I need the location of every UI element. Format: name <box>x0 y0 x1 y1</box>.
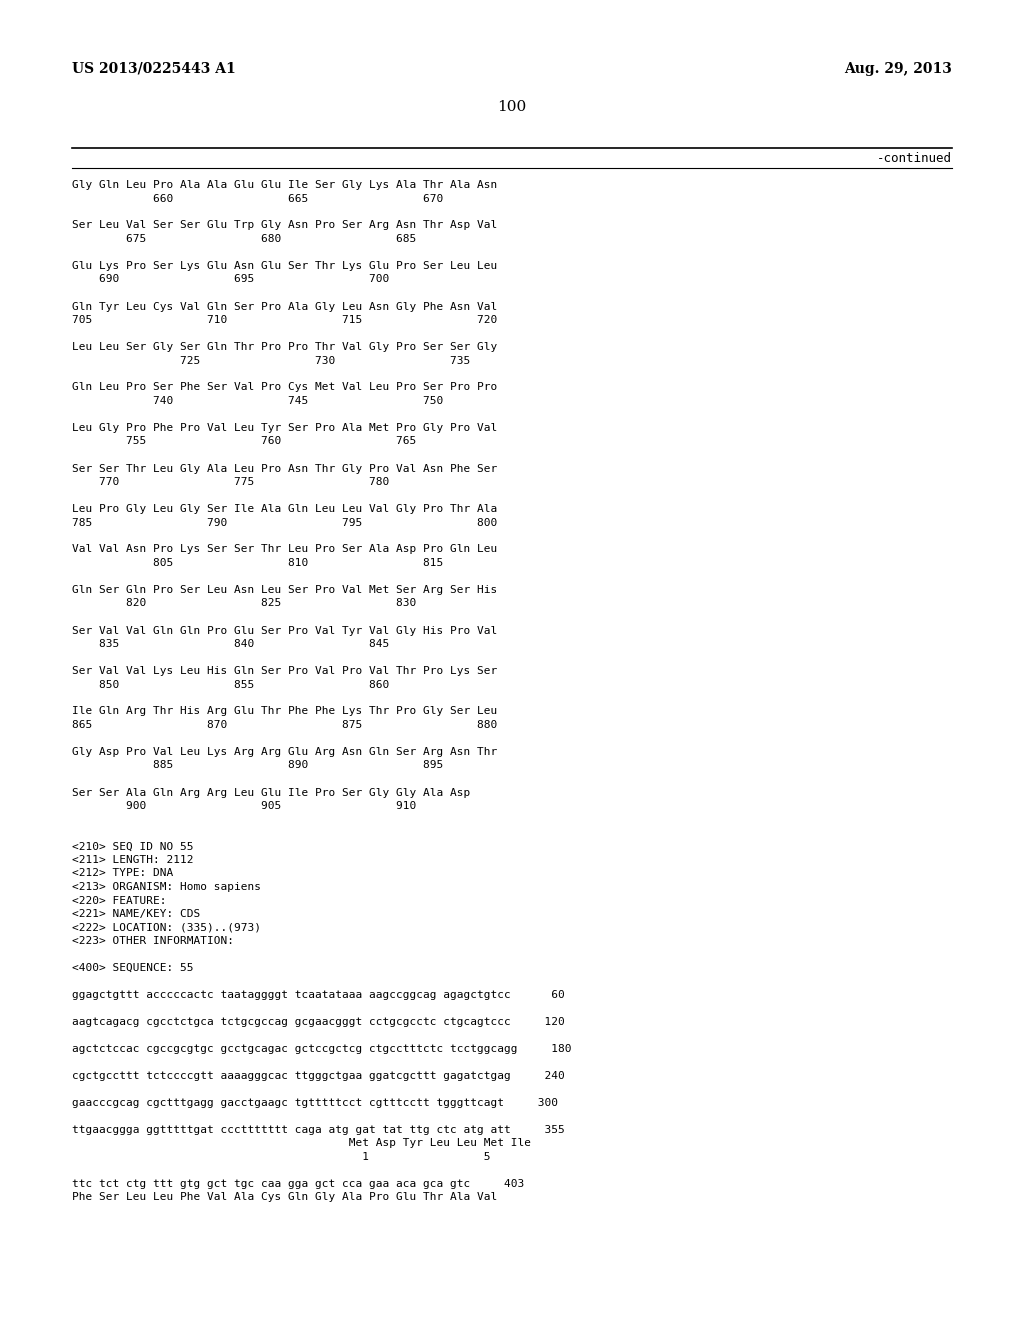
Text: 805                 810                 815: 805 810 815 <box>72 558 443 568</box>
Text: 785                 790                 795                 800: 785 790 795 800 <box>72 517 498 528</box>
Text: aagtcagacg cgcctctgca tctgcgccag gcgaacgggt cctgcgcctc ctgcagtccc     120: aagtcagacg cgcctctgca tctgcgccag gcgaacg… <box>72 1016 565 1027</box>
Text: Leu Leu Ser Gly Ser Gln Thr Pro Pro Thr Val Gly Pro Ser Ser Gly: Leu Leu Ser Gly Ser Gln Thr Pro Pro Thr … <box>72 342 498 352</box>
Text: Leu Pro Gly Leu Gly Ser Ile Ala Gln Leu Leu Val Gly Pro Thr Ala: Leu Pro Gly Leu Gly Ser Ile Ala Gln Leu … <box>72 504 498 513</box>
Text: Val Val Asn Pro Lys Ser Ser Thr Leu Pro Ser Ala Asp Pro Gln Leu: Val Val Asn Pro Lys Ser Ser Thr Leu Pro … <box>72 544 498 554</box>
Text: <213> ORGANISM: Homo sapiens: <213> ORGANISM: Homo sapiens <box>72 882 261 892</box>
Text: Gln Tyr Leu Cys Val Gln Ser Pro Ala Gly Leu Asn Gly Phe Asn Val: Gln Tyr Leu Cys Val Gln Ser Pro Ala Gly … <box>72 301 498 312</box>
Text: <222> LOCATION: (335)..(973): <222> LOCATION: (335)..(973) <box>72 923 261 932</box>
Text: ttc tct ctg ttt gtg gct tgc caa gga gct cca gaa aca gca gtc     403: ttc tct ctg ttt gtg gct tgc caa gga gct … <box>72 1179 524 1189</box>
Text: US 2013/0225443 A1: US 2013/0225443 A1 <box>72 62 236 77</box>
Text: Ser Val Val Lys Leu His Gln Ser Pro Val Pro Val Thr Pro Lys Ser: Ser Val Val Lys Leu His Gln Ser Pro Val … <box>72 667 498 676</box>
Text: <210> SEQ ID NO 55: <210> SEQ ID NO 55 <box>72 842 194 851</box>
Text: 770                 775                 780: 770 775 780 <box>72 477 389 487</box>
Text: Ser Ser Ala Gln Arg Arg Leu Glu Ile Pro Ser Gly Gly Ala Asp: Ser Ser Ala Gln Arg Arg Leu Glu Ile Pro … <box>72 788 470 797</box>
Text: gaacccgcag cgctttgagg gacctgaagc tgtttttcct cgtttcctt tgggttcagt     300: gaacccgcag cgctttgagg gacctgaagc tgttttt… <box>72 1098 558 1107</box>
Text: Met Asp Tyr Leu Leu Met Ile: Met Asp Tyr Leu Leu Met Ile <box>72 1138 531 1148</box>
Text: Ser Leu Val Ser Ser Glu Trp Gly Asn Pro Ser Arg Asn Thr Asp Val: Ser Leu Val Ser Ser Glu Trp Gly Asn Pro … <box>72 220 498 231</box>
Text: -continued: -continued <box>877 152 952 165</box>
Text: 675                 680                 685: 675 680 685 <box>72 234 416 244</box>
Text: 885                 890                 895: 885 890 895 <box>72 760 443 771</box>
Text: agctctccac cgccgcgtgc gcctgcagac gctccgctcg ctgcctttctc tcctggcagg     180: agctctccac cgccgcgtgc gcctgcagac gctccgc… <box>72 1044 571 1053</box>
Text: 835                 840                 845: 835 840 845 <box>72 639 389 649</box>
Text: <221> NAME/KEY: CDS: <221> NAME/KEY: CDS <box>72 909 201 919</box>
Text: 865                 870                 875                 880: 865 870 875 880 <box>72 719 498 730</box>
Text: Aug. 29, 2013: Aug. 29, 2013 <box>844 62 952 77</box>
Text: 725                 730                 735: 725 730 735 <box>72 355 470 366</box>
Text: ttgaacggga ggtttttgat cccttttttt caga atg gat tat ttg ctc atg att     355: ttgaacggga ggtttttgat cccttttttt caga at… <box>72 1125 565 1135</box>
Text: 820                 825                 830: 820 825 830 <box>72 598 416 609</box>
Text: <223> OTHER INFORMATION:: <223> OTHER INFORMATION: <box>72 936 234 946</box>
Text: <220> FEATURE:: <220> FEATURE: <box>72 895 167 906</box>
Text: <212> TYPE: DNA: <212> TYPE: DNA <box>72 869 173 879</box>
Text: <400> SEQUENCE: 55: <400> SEQUENCE: 55 <box>72 964 194 973</box>
Text: 660                 665                 670: 660 665 670 <box>72 194 443 203</box>
Text: 755                 760                 765: 755 760 765 <box>72 437 416 446</box>
Text: Ser Val Val Gln Gln Pro Glu Ser Pro Val Tyr Val Gly His Pro Val: Ser Val Val Gln Gln Pro Glu Ser Pro Val … <box>72 626 498 635</box>
Text: Gln Ser Gln Pro Ser Leu Asn Leu Ser Pro Val Met Ser Arg Ser His: Gln Ser Gln Pro Ser Leu Asn Leu Ser Pro … <box>72 585 498 595</box>
Text: Leu Gly Pro Phe Pro Val Leu Tyr Ser Pro Ala Met Pro Gly Pro Val: Leu Gly Pro Phe Pro Val Leu Tyr Ser Pro … <box>72 422 498 433</box>
Text: Glu Lys Pro Ser Lys Glu Asn Glu Ser Thr Lys Glu Pro Ser Leu Leu: Glu Lys Pro Ser Lys Glu Asn Glu Ser Thr … <box>72 261 498 271</box>
Text: 100: 100 <box>498 100 526 114</box>
Text: 705                 710                 715                 720: 705 710 715 720 <box>72 315 498 325</box>
Text: 740                 745                 750: 740 745 750 <box>72 396 443 407</box>
Text: Ser Ser Thr Leu Gly Ala Leu Pro Asn Thr Gly Pro Val Asn Phe Ser: Ser Ser Thr Leu Gly Ala Leu Pro Asn Thr … <box>72 463 498 474</box>
Text: Gly Gln Leu Pro Ala Ala Glu Glu Ile Ser Gly Lys Ala Thr Ala Asn: Gly Gln Leu Pro Ala Ala Glu Glu Ile Ser … <box>72 180 498 190</box>
Text: 850                 855                 860: 850 855 860 <box>72 680 389 689</box>
Text: ggagctgttt acccccactc taataggggt tcaatataaa aagccggcag agagctgtcc      60: ggagctgttt acccccactc taataggggt tcaatat… <box>72 990 565 1001</box>
Text: Ile Gln Arg Thr His Arg Glu Thr Phe Phe Lys Thr Pro Gly Ser Leu: Ile Gln Arg Thr His Arg Glu Thr Phe Phe … <box>72 706 498 717</box>
Text: 900                 905                 910: 900 905 910 <box>72 801 416 810</box>
Text: Gln Leu Pro Ser Phe Ser Val Pro Cys Met Val Leu Pro Ser Pro Pro: Gln Leu Pro Ser Phe Ser Val Pro Cys Met … <box>72 383 498 392</box>
Text: <211> LENGTH: 2112: <211> LENGTH: 2112 <box>72 855 194 865</box>
Text: 690                 695                 700: 690 695 700 <box>72 275 389 285</box>
Text: 1                 5: 1 5 <box>72 1152 490 1162</box>
Text: Gly Asp Pro Val Leu Lys Arg Arg Glu Arg Asn Gln Ser Arg Asn Thr: Gly Asp Pro Val Leu Lys Arg Arg Glu Arg … <box>72 747 498 756</box>
Text: Phe Ser Leu Leu Phe Val Ala Cys Gln Gly Ala Pro Glu Thr Ala Val: Phe Ser Leu Leu Phe Val Ala Cys Gln Gly … <box>72 1192 498 1203</box>
Text: cgctgccttt tctccccgtt aaaagggcac ttgggctgaa ggatcgcttt gagatctgag     240: cgctgccttt tctccccgtt aaaagggcac ttgggct… <box>72 1071 565 1081</box>
